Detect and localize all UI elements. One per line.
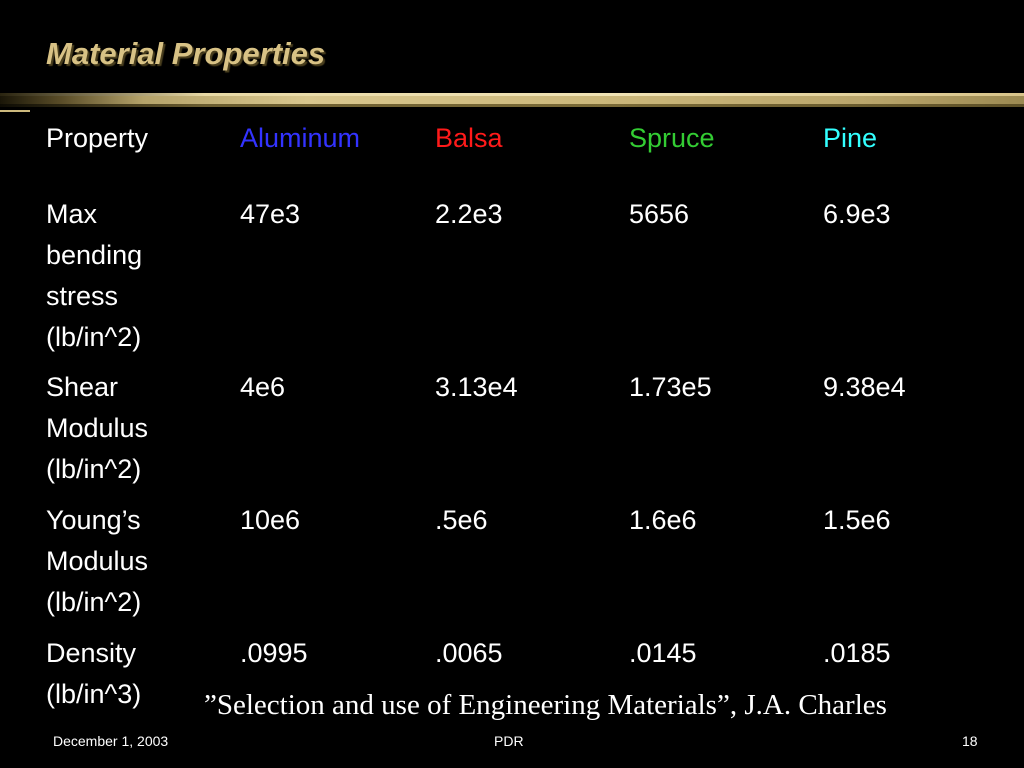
row-label-max-bending-stress: Max bending stress (lb/in^2) xyxy=(46,199,143,352)
table-cell: .0185 xyxy=(823,638,891,668)
table-cell: 3.13e4 xyxy=(435,372,518,402)
row-label-density: Density (lb/in^3) xyxy=(46,638,142,709)
footer-date: December 1, 2003 xyxy=(53,733,169,749)
header-property: Property xyxy=(46,123,149,153)
divider-accent-line xyxy=(0,110,30,112)
row-label-youngs-modulus: Young’s Modulus (lb/in^2) xyxy=(46,505,149,617)
slide-title: Material Properties xyxy=(46,36,326,71)
table-cell: 9.38e4 xyxy=(823,372,906,402)
table-cell: 10e6 xyxy=(240,505,301,535)
header-pine: Pine xyxy=(823,123,878,153)
header-aluminum: Aluminum xyxy=(240,123,361,153)
table-cell: .5e6 xyxy=(435,505,488,535)
table-cell: 47e3 xyxy=(240,199,301,229)
page-number: 18 xyxy=(962,733,978,749)
table-cell: 2.2e3 xyxy=(435,199,503,229)
table-cell: 1.73e5 xyxy=(629,372,712,402)
table-cell: .0065 xyxy=(435,638,503,668)
title-divider-bar xyxy=(0,93,1024,107)
table-cell: .0145 xyxy=(629,638,697,668)
header-balsa: Balsa xyxy=(435,123,503,153)
source-citation: ”Selection and use of Engineering Materi… xyxy=(204,689,887,721)
table-cell: 1.6e6 xyxy=(629,505,697,535)
table-cell: .0995 xyxy=(240,638,308,668)
footer-label: PDR xyxy=(494,733,524,749)
table-cell: 5656 xyxy=(629,199,690,229)
header-spruce: Spruce xyxy=(629,123,715,153)
table-cell: 6.9e3 xyxy=(823,199,891,229)
row-label-shear-modulus: Shear Modulus (lb/in^2) xyxy=(46,372,149,484)
table-cell: 4e6 xyxy=(240,372,286,402)
table-cell: 1.5e6 xyxy=(823,505,891,535)
